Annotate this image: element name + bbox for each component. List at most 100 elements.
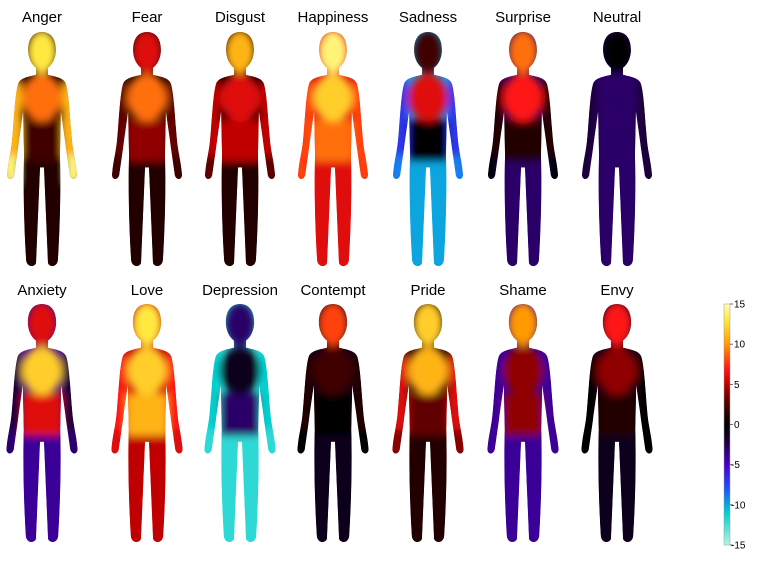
body-map-fear: Fear: [112, 9, 182, 267]
region-head: [601, 304, 633, 347]
body-silhouette: [392, 304, 464, 542]
region-arms: [111, 352, 127, 432]
region-legs: [307, 152, 359, 267]
region-head: [412, 304, 444, 347]
region-arms: [297, 352, 313, 432]
region-hands: [111, 429, 123, 458]
region-hands: [297, 429, 309, 458]
region-hands: [171, 429, 183, 458]
region-legs: [496, 426, 550, 542]
region-legs: [402, 152, 454, 267]
region-arms: [393, 79, 409, 158]
emotion-label: Pride: [410, 282, 445, 299]
emotion-label: Sadness: [399, 9, 457, 26]
region-chest: [127, 73, 167, 122]
region-arms: [7, 79, 23, 158]
region-abdomen: [597, 119, 637, 162]
region-legs: [497, 152, 549, 267]
body-silhouette: [581, 304, 653, 542]
body-silhouette: [6, 304, 78, 542]
region-head: [508, 31, 538, 74]
region-chest: [313, 73, 353, 122]
region-hands: [66, 429, 78, 458]
body-map-disgust: Disgust: [205, 9, 275, 267]
region-hands: [582, 155, 594, 184]
colorbar-tick-label: -5: [731, 460, 740, 471]
region-hands: [392, 429, 404, 458]
region-hands: [204, 429, 216, 458]
region-hands: [451, 155, 463, 184]
body-map-happiness: Happiness: [298, 9, 368, 267]
emotion-label: Depression: [202, 282, 278, 299]
region-arms: [298, 79, 314, 158]
region-legs: [120, 426, 174, 542]
region-arms: [488, 79, 504, 158]
region-arms: [392, 352, 408, 432]
body-map-surprise: Surprise: [488, 9, 558, 267]
colorbar-tick-label: 10: [734, 340, 746, 351]
region-hands: [546, 155, 558, 184]
region-hands: [393, 155, 405, 184]
body-silhouette: [112, 31, 182, 267]
region-arms: [352, 79, 368, 158]
region-arms: [259, 79, 275, 158]
region-abdomen: [313, 119, 353, 162]
body-map-anxiety: Anxiety: [6, 282, 78, 542]
region-chest: [219, 346, 261, 396]
emotion-label: Shame: [499, 282, 547, 299]
region-legs: [214, 152, 266, 267]
region-chest: [220, 73, 260, 122]
region-hands: [357, 429, 369, 458]
region-abdomen: [22, 119, 62, 162]
region-chest: [597, 73, 637, 122]
body-map-pride: Pride: [392, 282, 464, 542]
region-hands: [640, 155, 652, 184]
body-silhouette: [298, 31, 368, 267]
body-map-love: Love: [111, 282, 183, 542]
region-abdomen: [220, 119, 260, 162]
region-head: [317, 304, 349, 347]
region-hands: [7, 155, 19, 184]
region-hands: [547, 429, 559, 458]
region-head: [225, 31, 255, 74]
emotion-label: Anxiety: [17, 282, 67, 299]
body-map-anger: Anger: [7, 9, 77, 267]
region-hands: [581, 429, 593, 458]
region-arms: [636, 79, 652, 158]
region-legs: [213, 426, 267, 542]
region-arms: [62, 352, 78, 432]
body-silhouette: [487, 304, 559, 542]
region-hands: [263, 155, 275, 184]
region-arms: [543, 352, 559, 432]
region-abdomen: [219, 393, 261, 436]
region-head: [507, 304, 539, 347]
colorbar-tick-label: -15: [731, 541, 746, 552]
region-chest: [503, 73, 543, 122]
region-hands: [298, 155, 310, 184]
region-abdomen: [596, 393, 638, 436]
body-silhouette: [204, 304, 276, 542]
body-map-neutral: Neutral: [582, 9, 652, 267]
region-chest: [312, 346, 354, 396]
colorbar-scale: [723, 303, 731, 546]
region-arms: [581, 352, 597, 432]
region-chest: [407, 346, 449, 396]
body-map-shame: Shame: [487, 282, 559, 542]
region-arms: [353, 352, 369, 432]
region-abdomen: [408, 119, 448, 162]
region-arms: [542, 79, 558, 158]
colorbar-tick-label: 5: [734, 380, 740, 391]
region-head: [602, 31, 632, 74]
body-silhouette: [297, 304, 369, 542]
region-arms: [167, 352, 183, 432]
region-chest: [21, 346, 63, 396]
region-arms: [205, 79, 221, 158]
region-legs: [15, 426, 69, 542]
emotion-label: Neutral: [593, 9, 641, 26]
region-chest: [126, 346, 168, 396]
region-legs: [121, 152, 173, 267]
region-abdomen: [21, 393, 63, 436]
body-map-sadness: Sadness: [393, 9, 463, 267]
body-silhouette: [111, 304, 183, 542]
region-arms: [487, 352, 503, 432]
